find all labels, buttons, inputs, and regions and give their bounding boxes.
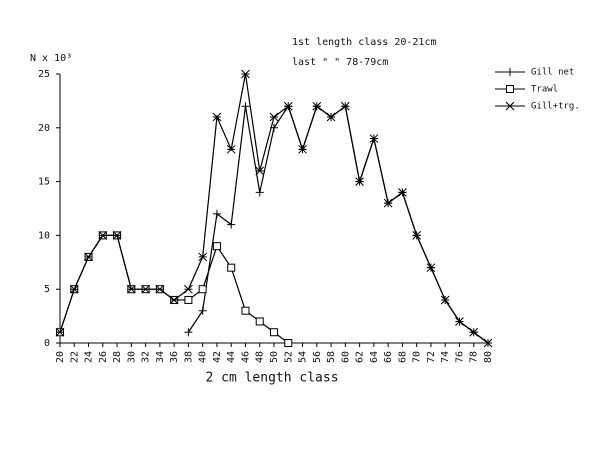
marker	[84, 252, 93, 262]
y-tick-label: 20	[38, 123, 50, 134]
y-tick-label: 10	[38, 230, 50, 241]
marker	[126, 284, 136, 294]
annotation: 1st length class 20-21cm	[292, 37, 437, 48]
marker	[226, 144, 236, 154]
marker	[212, 242, 221, 251]
y-axis-label: N x 10³	[30, 53, 72, 64]
x-tick-label: 38	[183, 351, 194, 363]
legend-label: Trawl	[531, 85, 558, 95]
marker	[198, 252, 208, 262]
x-tick-label: 50	[269, 351, 280, 363]
y-tick-label: 15	[38, 177, 50, 188]
marker	[255, 188, 264, 197]
marker	[155, 284, 165, 294]
x-tick-label: 72	[426, 351, 437, 363]
x-tick-label: 30	[126, 351, 137, 363]
x-tick-label: 48	[255, 351, 266, 363]
y-tick-label: 5	[44, 284, 50, 295]
x-tick-label: 56	[312, 351, 323, 363]
marker	[112, 231, 122, 240]
x-tick-label: 62	[355, 351, 366, 363]
marker	[227, 263, 236, 272]
marker	[255, 317, 264, 326]
x-tick-label: 76	[454, 351, 465, 363]
marker	[312, 101, 322, 111]
x-tick-label: 74	[440, 351, 451, 363]
x-tick-label: 40	[198, 351, 209, 363]
marker	[269, 112, 279, 122]
marker	[169, 295, 179, 305]
x-tick-label: 64	[369, 351, 380, 363]
x-tick-label: 26	[98, 351, 109, 363]
x-tick-label: 66	[383, 351, 394, 363]
x-tick-label: 46	[240, 351, 251, 363]
x-tick-label: 68	[397, 351, 408, 363]
x-tick-label: 32	[141, 351, 152, 363]
marker	[241, 69, 250, 79]
marker	[255, 166, 265, 176]
x-tick-label: 54	[298, 351, 309, 363]
x-tick-label: 34	[155, 351, 166, 363]
marker	[184, 295, 193, 304]
marker	[483, 338, 493, 348]
marker	[55, 327, 65, 337]
marker	[383, 198, 393, 208]
x-tick-label: 36	[169, 351, 180, 363]
marker	[69, 284, 79, 294]
x-axis-label: 2 cm length class	[205, 371, 338, 386]
marker	[198, 285, 207, 294]
x-tick-label: 52	[283, 351, 294, 363]
marker	[340, 101, 350, 111]
marker	[326, 112, 336, 122]
marker	[184, 328, 193, 337]
x-tick-label: 58	[326, 351, 337, 363]
marker	[184, 284, 193, 294]
y-tick-label: 25	[38, 69, 50, 80]
marker	[369, 134, 379, 143]
marker	[283, 101, 293, 111]
y-tick-label: 0	[44, 338, 50, 349]
marker	[412, 231, 422, 240]
marker	[212, 209, 221, 218]
annotation: last " " 78-79cm	[292, 57, 388, 68]
marker	[506, 85, 514, 93]
x-tick-label: 22	[69, 351, 80, 363]
x-tick-label: 44	[226, 351, 237, 363]
marker	[212, 112, 222, 122]
marker	[270, 328, 278, 337]
x-tick-label: 78	[469, 351, 480, 363]
marker	[426, 263, 436, 273]
marker	[227, 220, 236, 229]
marker	[398, 188, 407, 197]
legend-label: Gill+trg.	[531, 102, 580, 112]
marker	[506, 68, 514, 76]
x-tick-label: 28	[112, 351, 123, 363]
marker	[455, 317, 464, 326]
marker	[355, 177, 364, 186]
marker	[298, 144, 307, 154]
x-tick-label: 70	[412, 351, 423, 363]
marker	[505, 101, 515, 111]
x-tick-label: 24	[84, 351, 95, 363]
x-tick-label: 20	[55, 351, 66, 363]
marker	[469, 327, 479, 337]
marker	[141, 284, 150, 294]
marker	[241, 306, 250, 315]
marker	[241, 102, 250, 111]
x-tick-label: 60	[340, 351, 351, 363]
x-tick-label: 42	[212, 351, 223, 363]
marker	[284, 339, 293, 347]
marker	[98, 231, 108, 240]
legend-label: Gill net	[531, 68, 574, 78]
marker	[198, 306, 207, 315]
x-tick-label: 80	[483, 351, 494, 363]
marker	[440, 295, 450, 305]
